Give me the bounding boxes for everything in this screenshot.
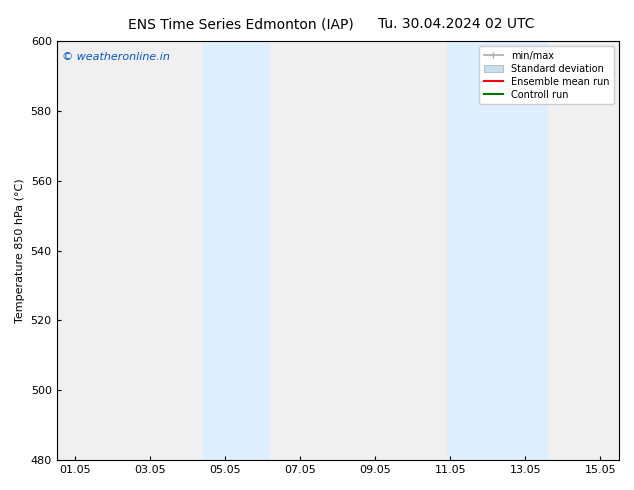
Y-axis label: Temperature 850 hPa (°C): Temperature 850 hPa (°C) [15,178,25,323]
Bar [203,41,270,460]
Bar [446,41,548,460]
Text: Tu. 30.04.2024 02 UTC: Tu. 30.04.2024 02 UTC [378,17,534,31]
Text: ENS Time Series Edmonton (IAP): ENS Time Series Edmonton (IAP) [128,17,354,31]
Legend: min/max, Standard deviation, Ensemble mean run, Controll run: min/max, Standard deviation, Ensemble me… [479,46,614,104]
Text: © weatheronline.in: © weatheronline.in [62,51,170,62]
